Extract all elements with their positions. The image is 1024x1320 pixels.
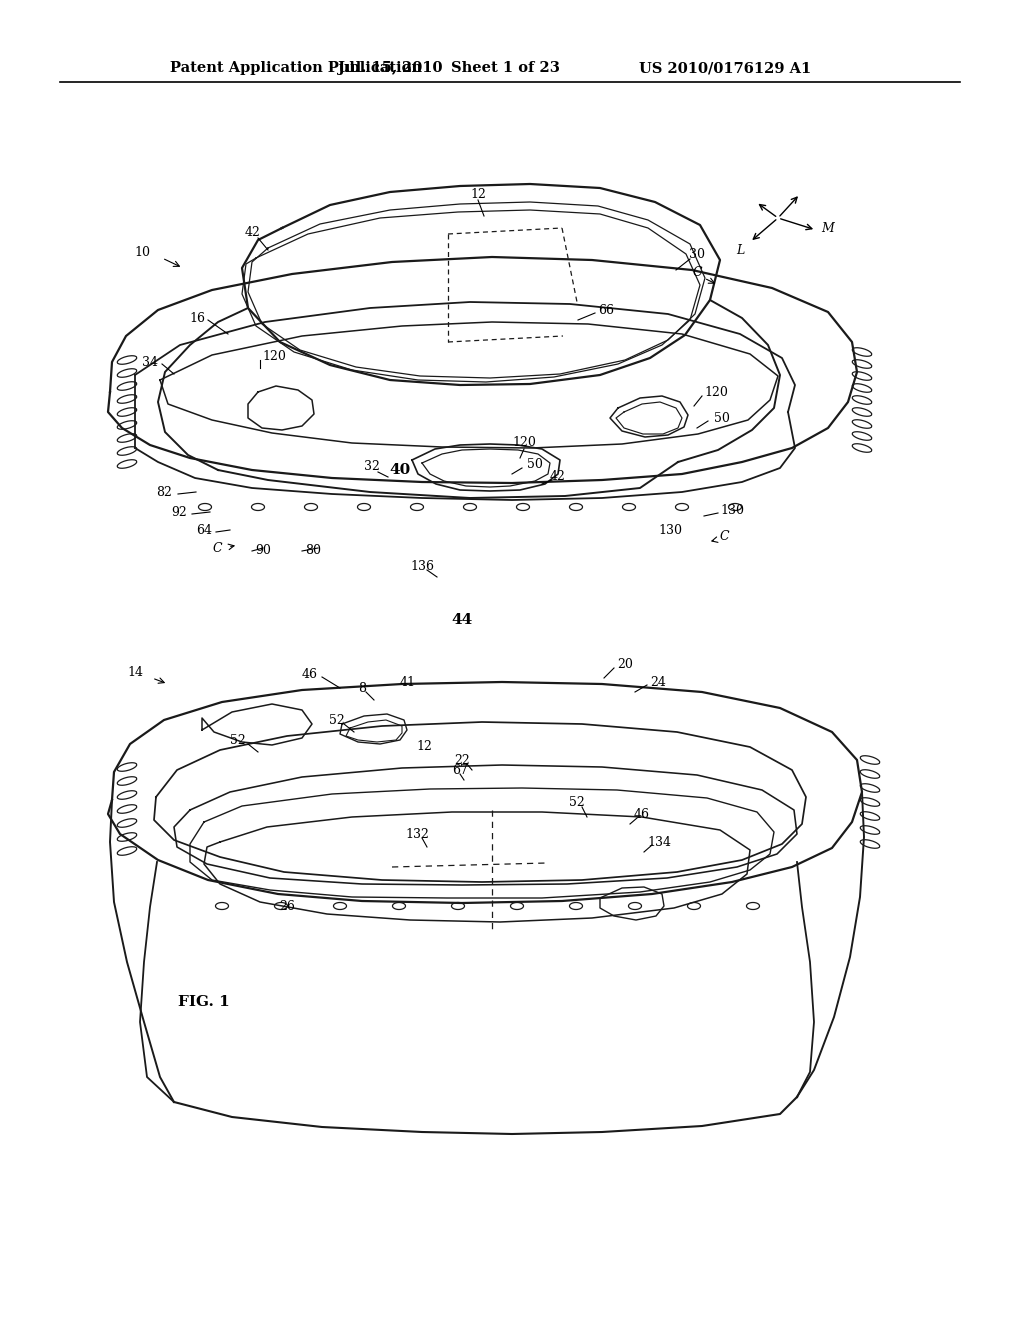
Text: L: L (736, 243, 744, 256)
Text: M: M (821, 222, 835, 235)
Text: Jul. 15, 2010: Jul. 15, 2010 (338, 61, 442, 75)
Text: 136: 136 (410, 560, 434, 573)
Text: FIG. 1: FIG. 1 (178, 995, 229, 1008)
Text: 130: 130 (720, 503, 744, 516)
Text: 80: 80 (305, 544, 321, 557)
Text: 30: 30 (689, 248, 705, 261)
Text: 42: 42 (550, 470, 566, 483)
Text: 90: 90 (255, 544, 271, 557)
Text: 46: 46 (302, 668, 318, 681)
Text: 82: 82 (156, 486, 172, 499)
Text: 67: 67 (452, 763, 468, 776)
Text: 44: 44 (452, 612, 473, 627)
Text: 16: 16 (189, 312, 205, 325)
Text: C: C (692, 265, 701, 279)
Text: 42: 42 (245, 226, 261, 239)
Text: Patent Application Publication: Patent Application Publication (170, 61, 422, 75)
Text: 14: 14 (127, 665, 143, 678)
Text: 52: 52 (569, 796, 585, 808)
Text: 22: 22 (454, 754, 470, 767)
Text: 120: 120 (705, 385, 728, 399)
Text: US 2010/0176129 A1: US 2010/0176129 A1 (639, 61, 811, 75)
Text: 12: 12 (470, 187, 486, 201)
Text: 12: 12 (416, 741, 432, 754)
Text: 20: 20 (617, 657, 633, 671)
Text: 10: 10 (134, 247, 150, 260)
Text: 40: 40 (389, 463, 411, 477)
Text: 52: 52 (329, 714, 345, 726)
Text: C: C (212, 543, 222, 556)
Text: 8: 8 (358, 681, 366, 694)
Text: 34: 34 (142, 355, 158, 368)
Text: 134: 134 (647, 836, 671, 849)
Text: 66: 66 (598, 304, 614, 317)
Text: 92: 92 (171, 506, 187, 519)
Text: C: C (720, 529, 730, 543)
Text: 120: 120 (512, 436, 536, 449)
Text: 50: 50 (714, 412, 730, 425)
Text: 41: 41 (400, 676, 416, 689)
Text: 26: 26 (280, 900, 295, 913)
Text: Sheet 1 of 23: Sheet 1 of 23 (451, 61, 559, 75)
Text: 46: 46 (634, 808, 650, 821)
Text: 130: 130 (658, 524, 682, 536)
Text: 24: 24 (650, 676, 666, 689)
Text: 120: 120 (262, 350, 286, 363)
Text: 64: 64 (196, 524, 212, 536)
Text: 32: 32 (365, 461, 380, 474)
Text: 132: 132 (406, 828, 429, 841)
Text: 52: 52 (230, 734, 246, 747)
Text: 50: 50 (527, 458, 543, 470)
